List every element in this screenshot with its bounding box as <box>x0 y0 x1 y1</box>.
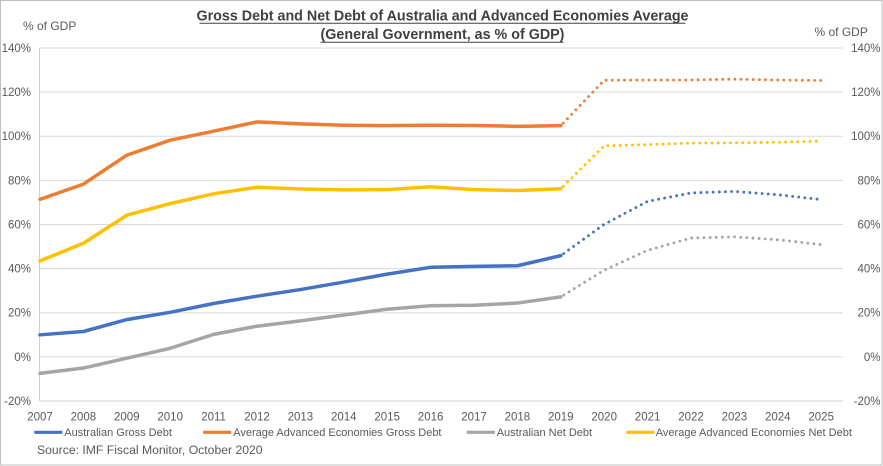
svg-text:Average Advanced Economies Net: Average Advanced Economies Net Debt <box>656 427 852 439</box>
svg-text:% of GDP: % of GDP <box>815 25 868 39</box>
svg-text:Source: IMF Fiscal Monitor, Oc: Source: IMF Fiscal Monitor, October 2020 <box>37 443 263 457</box>
svg-text:% of GDP: % of GDP <box>23 19 76 33</box>
svg-text:80%: 80% <box>857 175 880 187</box>
svg-text:2018: 2018 <box>505 411 531 423</box>
svg-text:40%: 40% <box>857 264 880 276</box>
svg-text:20%: 20% <box>8 308 31 320</box>
svg-text:(General Government, as % of G: (General Government, as % of GDP) <box>321 27 565 43</box>
svg-text:-20%: -20% <box>4 396 31 408</box>
svg-text:80%: 80% <box>8 175 31 187</box>
svg-text:0%: 0% <box>864 352 881 364</box>
svg-text:0%: 0% <box>14 352 31 364</box>
svg-text:2007: 2007 <box>27 411 53 423</box>
svg-text:140%: 140% <box>851 43 880 55</box>
svg-text:2020: 2020 <box>591 411 617 423</box>
svg-text:2014: 2014 <box>331 411 357 423</box>
svg-text:40%: 40% <box>8 264 31 276</box>
svg-text:2016: 2016 <box>418 411 444 423</box>
svg-text:100%: 100% <box>2 131 31 143</box>
svg-text:Australian Net Debt: Australian Net Debt <box>497 427 592 439</box>
svg-text:2019: 2019 <box>548 411 574 423</box>
svg-text:2023: 2023 <box>722 411 748 423</box>
svg-text:2024: 2024 <box>765 411 791 423</box>
svg-text:2017: 2017 <box>461 411 487 423</box>
svg-text:2022: 2022 <box>678 411 704 423</box>
svg-text:Average Advanced Economies Gro: Average Advanced Economies Gross Debt <box>233 427 441 439</box>
svg-text:2015: 2015 <box>374 411 400 423</box>
svg-text:-20%: -20% <box>854 396 881 408</box>
svg-text:Gross Debt and Net Debt of Aus: Gross Debt and Net Debt of Australia and… <box>196 9 688 25</box>
svg-text:140%: 140% <box>2 43 31 55</box>
svg-text:20%: 20% <box>857 308 880 320</box>
svg-text:120%: 120% <box>851 87 880 99</box>
svg-text:2025: 2025 <box>808 411 834 423</box>
svg-text:2008: 2008 <box>71 411 97 423</box>
svg-text:2013: 2013 <box>288 411 314 423</box>
svg-text:Australian Gross Debt: Australian Gross Debt <box>64 427 172 439</box>
svg-text:100%: 100% <box>851 131 880 143</box>
svg-text:2009: 2009 <box>114 411 140 423</box>
svg-text:60%: 60% <box>857 219 880 231</box>
svg-text:2021: 2021 <box>635 411 661 423</box>
svg-text:2011: 2011 <box>201 411 226 423</box>
svg-text:60%: 60% <box>8 219 31 231</box>
svg-text:2012: 2012 <box>244 411 270 423</box>
svg-text:2010: 2010 <box>157 411 183 423</box>
svg-text:120%: 120% <box>2 87 31 99</box>
